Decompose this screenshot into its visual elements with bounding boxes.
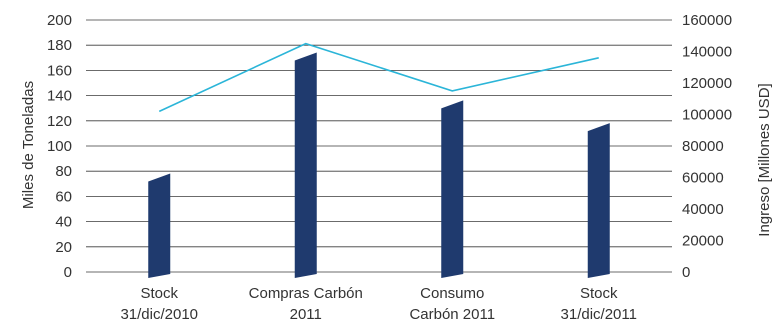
y-left-tick-label: 180 (47, 37, 72, 54)
line-series-path (158, 42, 599, 113)
gridlines (86, 19, 672, 273)
bar-series (148, 52, 610, 278)
x-category-label: Carbón 2011 (409, 306, 495, 323)
category-labels: Stock 31/dic/2010 Compras Carbón 2011 Consum… (120, 285, 637, 323)
y-right-tick-label: 120000 (682, 75, 732, 92)
x-category-label: Compras Carbón (249, 285, 363, 302)
y-right-tick-label: 160000 (682, 12, 732, 29)
line-series (158, 42, 599, 113)
y-axis-left-title: Miles de Toneladas (20, 81, 37, 209)
y-left-tick-label: 40 (55, 214, 72, 231)
y-left-tick-label: 160 (47, 62, 72, 79)
x-category-label: Consumo (420, 285, 484, 302)
y-right-tick-label: 100000 (682, 107, 732, 124)
y-right-tick-label: 60000 (682, 170, 724, 187)
right-axis-ticks: 0 20000 40000 60000 80000 100000 120000 140000 1… (682, 12, 732, 281)
y-axis-right-title: Ingreso [Millones USD] (756, 83, 773, 236)
bar (587, 123, 610, 278)
left-axis-ticks: 0 20 40 60 80 100 120 140 160 180 200 (47, 12, 72, 281)
y-left-tick-label: 120 (47, 113, 72, 130)
y-right-tick-label: 20000 (682, 233, 724, 250)
y-right-tick-label: 40000 (682, 201, 724, 218)
bar (294, 52, 317, 278)
y-left-tick-label: 140 (47, 88, 72, 105)
x-category-label: Stock (140, 285, 178, 302)
x-category-label: Stock (580, 285, 618, 302)
y-right-tick-label: 0 (682, 264, 690, 281)
y-left-tick-label: 20 (55, 239, 72, 256)
x-category-label: 2011 (290, 306, 322, 323)
y-left-tick-label: 200 (47, 12, 72, 29)
x-category-label: 31/dic/2010 (120, 306, 198, 323)
x-category-label: 31/dic/2011 (561, 306, 637, 323)
bar (148, 173, 171, 278)
y-right-tick-label: 80000 (682, 138, 724, 155)
bar (441, 100, 464, 278)
y-right-tick-label: 140000 (682, 44, 732, 61)
y-left-tick-label: 100 (47, 138, 72, 155)
y-left-tick-label: 60 (55, 188, 72, 205)
y-left-tick-label: 0 (64, 264, 72, 281)
y-left-tick-label: 80 (55, 163, 72, 180)
